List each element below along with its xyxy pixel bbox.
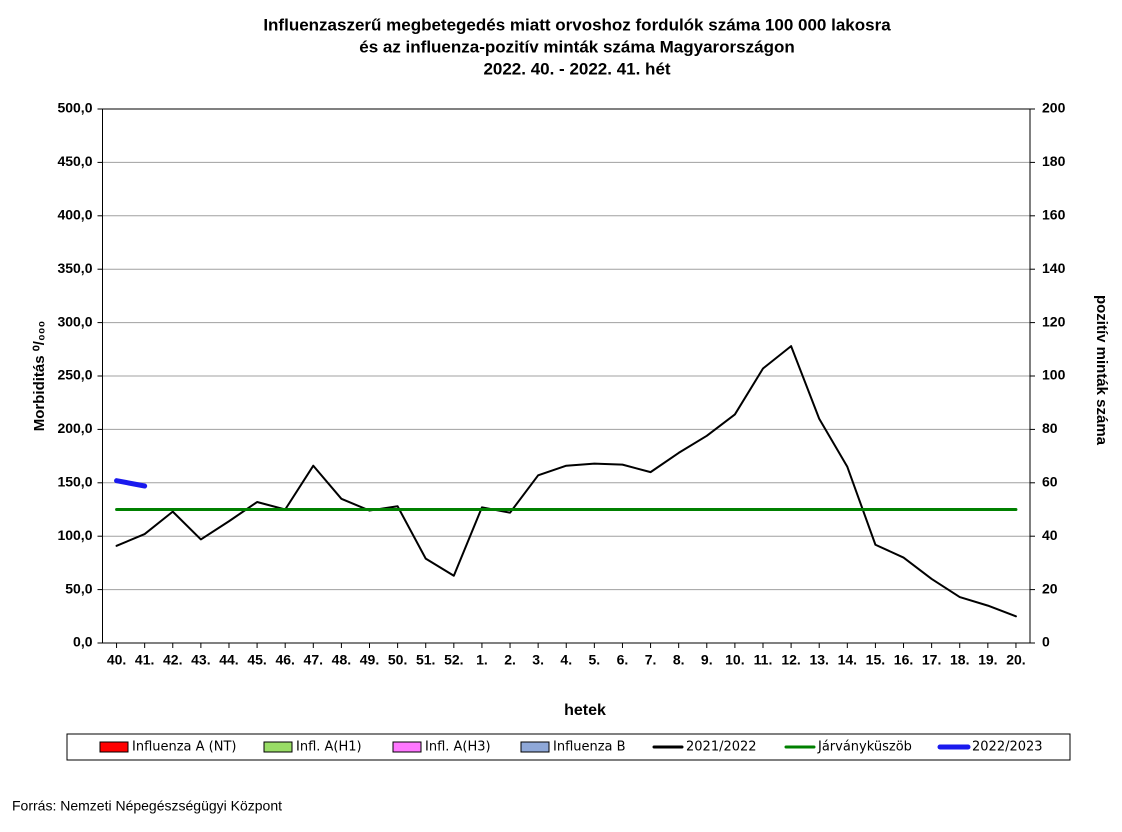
source: Forrás: Nemzeti Népegészségügyi Központ [12,798,282,814]
y-tick-label: 250,0 [57,367,92,383]
x-tick-label: 14. [838,652,857,668]
chart-title: 2022. 40. - 2022. 41. hét [483,59,670,78]
chart-title: és az influenza-pozitív minták száma Mag… [359,37,795,56]
x-tick-label: 7. [645,652,657,668]
x-tick-label: 9. [701,652,713,668]
x-tick-label: 4. [560,652,572,668]
y2-tick-label: 40 [1042,527,1058,543]
y2-tick-label: 120 [1042,313,1066,329]
legend-label: Influenza A (NT) [132,740,237,755]
chart-title: Influenzaszerű megbetegedés miatt orvosh… [263,15,891,34]
x-tick-label: 16. [894,652,913,668]
x-tick-label: 11. [754,652,773,668]
y2-tick-label: 140 [1042,260,1066,276]
x-tick-label: 40. [107,652,126,668]
legend-swatch [520,741,550,753]
y-tick-label: 150,0 [57,474,92,490]
x-tick-label: 1. [476,652,488,668]
y-tick-label: 400,0 [57,207,92,223]
y2-tick-label: 100 [1042,367,1066,383]
legend [66,733,1071,761]
legend-label: 2021/2022 [686,740,757,755]
y2-tick-label: 20 [1042,580,1058,596]
y-tick-label: 350,0 [57,260,92,276]
x-tick-label: 42. [163,652,182,668]
legend-label: 2022/2023 [972,740,1043,755]
y2-tick-label: 60 [1042,474,1058,490]
line-series [114,478,148,489]
x-tick-label: 20. [1006,652,1025,668]
x-tick-label: 5. [589,652,601,668]
y-tick-label: 200,0 [57,420,92,436]
x-tick-label: 18. [950,652,969,668]
x-tick-label: 47. [304,652,323,668]
x-tick-label: 48. [332,652,351,668]
x-tick-label: 15. [866,652,885,668]
x-tick-label: 13. [809,652,828,668]
x-axis-label: hetek [564,702,606,719]
y-tick-label: 500,0 [57,100,92,116]
line-series [115,345,1017,618]
y-tick-label: 50,0 [65,580,92,596]
y2-tick-label: 80 [1042,420,1058,436]
legend-swatch [263,741,293,753]
x-tick-label: 3. [532,652,544,668]
legend-swatch [392,741,422,753]
x-tick-label: 44. [219,652,238,668]
x-tick-label: 41. [135,652,154,668]
y2-tick-label: 200 [1042,100,1066,116]
y2-tick-label: 160 [1042,207,1066,223]
x-tick-label: 45. [247,652,266,668]
x-tick-label: 8. [673,652,685,668]
x-tick-label: 19. [978,652,997,668]
legend-swatch [99,741,129,753]
legend-label: Járványküszöb [817,740,912,755]
x-tick-label: 49. [360,652,379,668]
x-tick-label: 10. [725,652,744,668]
legend-label: Infl. A(H3) [425,740,491,755]
x-tick-label: 52. [444,652,463,668]
y2-tick-label: 0 [1042,634,1050,650]
x-tick-label: 43. [191,652,210,668]
y2-axis-label: pozitív minták száma [1093,295,1110,446]
x-tick-label: 12. [781,652,800,668]
y-tick-label: 0,0 [73,634,93,650]
x-tick-label: 17. [922,652,941,668]
y-tick-label: 450,0 [57,153,92,169]
legend-label: Influenza B [553,740,626,755]
x-tick-label: 6. [617,652,629,668]
y-tick-label: 300,0 [57,313,92,329]
x-tick-label: 51. [416,652,435,668]
x-tick-label: 46. [275,652,294,668]
y-tick-label: 100,0 [57,527,92,543]
y-axis-label: Morbiditás ⁰/₀₀₀ [31,321,48,431]
x-tick-label: 2. [504,652,516,668]
legend-label: Infl. A(H1) [296,740,362,755]
y2-tick-label: 180 [1042,153,1066,169]
x-tick-label: 50. [388,652,407,668]
